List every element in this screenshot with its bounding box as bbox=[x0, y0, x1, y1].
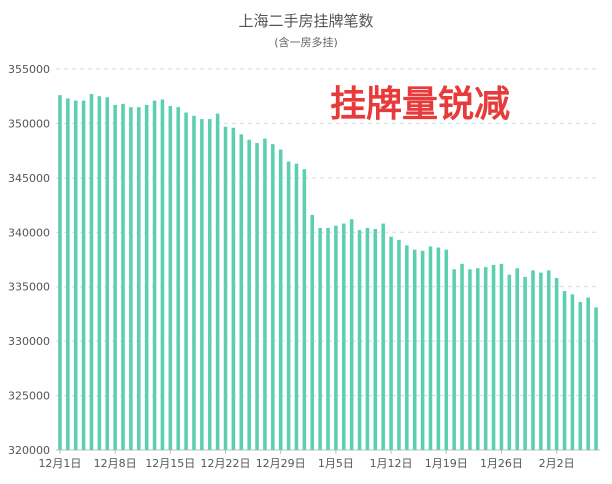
bar bbox=[247, 139, 251, 450]
y-tick-label: 350000 bbox=[8, 117, 50, 130]
bar bbox=[412, 249, 417, 450]
bar bbox=[349, 219, 354, 450]
x-tick-label: 1月12日 bbox=[370, 457, 413, 470]
bar bbox=[389, 236, 393, 450]
bar bbox=[483, 267, 488, 450]
bar bbox=[271, 144, 275, 450]
bar bbox=[168, 106, 173, 451]
bar bbox=[207, 119, 212, 451]
bar bbox=[397, 239, 401, 450]
bar bbox=[491, 264, 496, 450]
bar bbox=[200, 119, 204, 451]
x-tick-label: 12月15日 bbox=[145, 457, 195, 470]
bar bbox=[310, 214, 315, 450]
chart-subtitle: (含一房多挂) bbox=[274, 35, 338, 49]
bar bbox=[121, 103, 125, 450]
y-tick-label: 335000 bbox=[8, 281, 50, 294]
bar bbox=[302, 169, 307, 451]
bar bbox=[460, 263, 464, 450]
bar bbox=[137, 107, 141, 450]
y-tick-label: 345000 bbox=[8, 172, 50, 185]
bar bbox=[436, 247, 441, 450]
y-tick-label: 330000 bbox=[8, 335, 50, 348]
bar bbox=[515, 268, 519, 450]
bar bbox=[73, 100, 78, 450]
bar bbox=[239, 134, 244, 451]
y-tick-label: 340000 bbox=[8, 226, 50, 239]
bar bbox=[334, 225, 338, 450]
bar bbox=[539, 272, 543, 450]
bar bbox=[144, 104, 149, 451]
bar bbox=[81, 100, 86, 450]
bar bbox=[381, 223, 385, 450]
bar bbox=[89, 94, 94, 450]
bar bbox=[318, 227, 322, 450]
bar bbox=[263, 138, 267, 450]
bar bbox=[176, 107, 180, 450]
bar bbox=[286, 161, 291, 450]
bar bbox=[562, 291, 567, 450]
x-axis: 12月1日 12月8日 12月15日 12月22日 12月29日 1月5日 1月12日 1月1… bbox=[38, 450, 575, 470]
bar bbox=[231, 127, 236, 450]
bar-layer bbox=[58, 94, 598, 451]
bar bbox=[507, 274, 512, 450]
bar bbox=[531, 270, 535, 450]
bar bbox=[66, 98, 70, 451]
bar bbox=[578, 301, 583, 450]
bar bbox=[594, 307, 598, 450]
bar bbox=[570, 294, 575, 450]
bar bbox=[341, 223, 346, 450]
x-tick-label: 12月29日 bbox=[256, 457, 306, 470]
bar bbox=[326, 227, 330, 450]
bar bbox=[452, 269, 456, 450]
bar bbox=[546, 270, 551, 450]
bar bbox=[223, 126, 228, 451]
bar bbox=[278, 149, 283, 450]
bar bbox=[97, 96, 102, 450]
bar bbox=[215, 113, 220, 450]
bar bbox=[428, 246, 433, 450]
bar bbox=[523, 276, 527, 450]
x-tick-label: 12月8日 bbox=[94, 457, 137, 470]
y-axis: 320000 325000 330000 335000 340000 345000 3500… bbox=[8, 63, 50, 457]
bar bbox=[105, 97, 110, 450]
x-tick-label: 1月19日 bbox=[425, 457, 468, 470]
y-tick-label: 325000 bbox=[8, 390, 50, 403]
chart-title: 上海二手房挂牌笔数 bbox=[238, 12, 373, 30]
bar bbox=[152, 100, 157, 450]
bar bbox=[357, 230, 362, 450]
x-tick-label: 12月1日 bbox=[38, 457, 81, 470]
bar bbox=[184, 112, 188, 451]
bar bbox=[586, 297, 590, 450]
bar bbox=[554, 278, 559, 450]
bar bbox=[255, 143, 259, 450]
x-tick-label: 12月22日 bbox=[201, 457, 251, 470]
annotation-text: 挂牌量锐减 bbox=[330, 84, 510, 125]
bar bbox=[373, 229, 378, 450]
bar bbox=[476, 268, 480, 450]
bar bbox=[58, 95, 62, 450]
bar bbox=[365, 227, 370, 450]
bar bbox=[468, 269, 472, 450]
y-tick-label: 320000 bbox=[8, 444, 50, 457]
x-tick-label: 2月2日 bbox=[539, 457, 575, 470]
bar bbox=[420, 250, 425, 450]
x-tick-label: 1月26日 bbox=[480, 457, 523, 470]
y-tick-label: 355000 bbox=[8, 63, 50, 76]
bar bbox=[405, 245, 409, 450]
bar bbox=[129, 107, 133, 450]
bar bbox=[160, 99, 165, 450]
bar bbox=[113, 104, 117, 451]
bar bbox=[294, 163, 299, 450]
bar bbox=[499, 263, 504, 450]
x-tick-label: 1月5日 bbox=[318, 457, 354, 470]
bar bbox=[192, 115, 196, 451]
bar bbox=[444, 249, 449, 450]
